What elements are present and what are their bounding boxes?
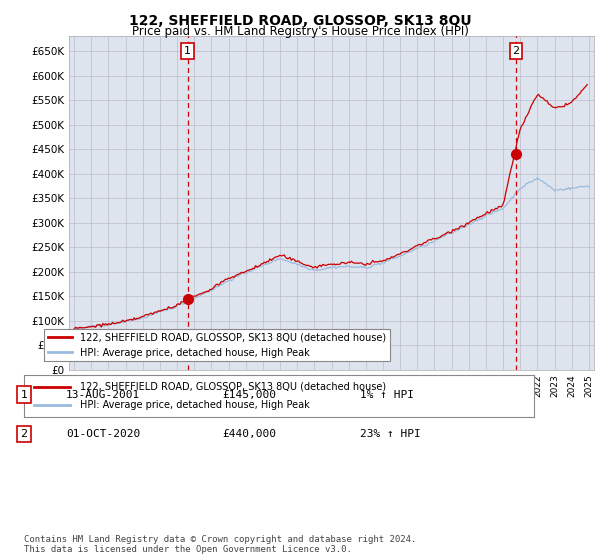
Text: 23% ↑ HPI: 23% ↑ HPI bbox=[360, 429, 421, 439]
Text: 1: 1 bbox=[184, 46, 191, 56]
Text: 1: 1 bbox=[20, 390, 28, 400]
Text: Price paid vs. HM Land Registry's House Price Index (HPI): Price paid vs. HM Land Registry's House … bbox=[131, 25, 469, 38]
Text: 1% ↑ HPI: 1% ↑ HPI bbox=[360, 390, 414, 400]
Text: 122, SHEFFIELD ROAD, GLOSSOP, SK13 8QU (detached house): 122, SHEFFIELD ROAD, GLOSSOP, SK13 8QU (… bbox=[80, 382, 386, 392]
Text: 122, SHEFFIELD ROAD, GLOSSOP, SK13 8QU: 122, SHEFFIELD ROAD, GLOSSOP, SK13 8QU bbox=[128, 14, 472, 28]
Text: £440,000: £440,000 bbox=[222, 429, 276, 439]
Text: 13-AUG-2001: 13-AUG-2001 bbox=[66, 390, 140, 400]
Text: HPI: Average price, detached house, High Peak: HPI: Average price, detached house, High… bbox=[80, 400, 310, 410]
Text: 2: 2 bbox=[512, 46, 520, 56]
Text: 2: 2 bbox=[20, 429, 28, 439]
Text: £145,000: £145,000 bbox=[222, 390, 276, 400]
Text: 01-OCT-2020: 01-OCT-2020 bbox=[66, 429, 140, 439]
Text: Contains HM Land Registry data © Crown copyright and database right 2024.
This d: Contains HM Land Registry data © Crown c… bbox=[24, 535, 416, 554]
Legend: 122, SHEFFIELD ROAD, GLOSSOP, SK13 8QU (detached house), HPI: Average price, det: 122, SHEFFIELD ROAD, GLOSSOP, SK13 8QU (… bbox=[44, 329, 389, 361]
